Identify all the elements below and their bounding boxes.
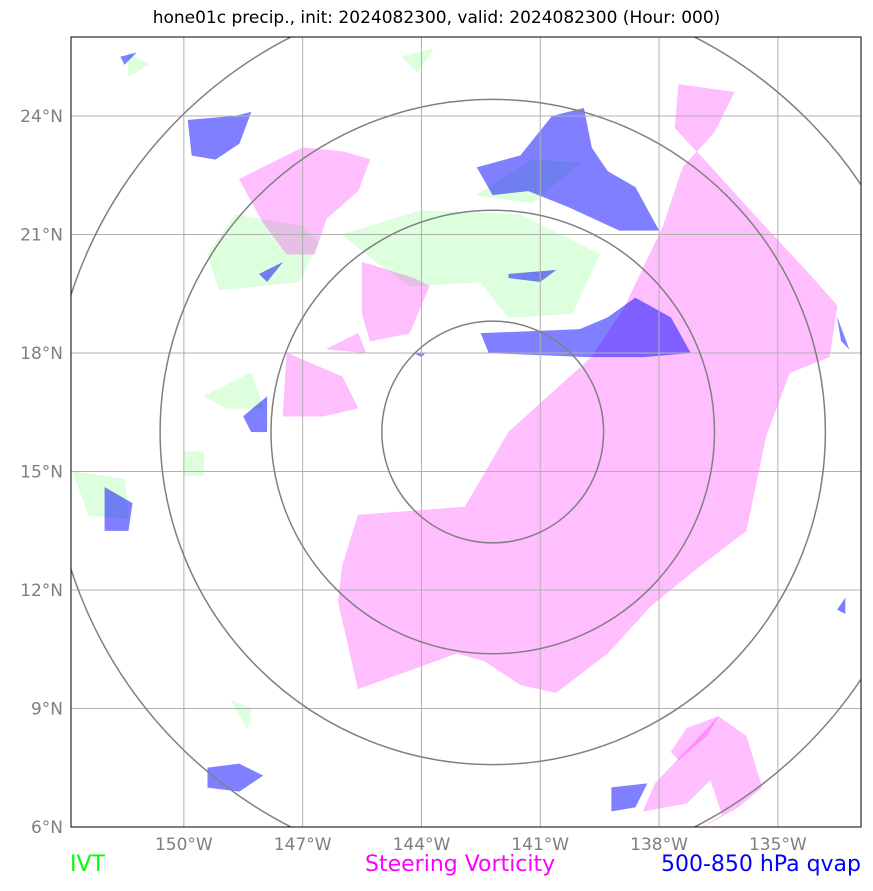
y-tick-label: 6°N: [31, 818, 63, 838]
y-ticks: 24°N 21°N 18°N 15°N 12°N 9°N 6°N: [20, 107, 63, 838]
range-ring-2: [159, 98, 827, 766]
field-steering-vorticity-6: [670, 715, 719, 761]
field-ivt-7: [128, 52, 149, 77]
field-500-850-hpa-qvap-0: [476, 107, 660, 231]
legend-ivt: IVT: [70, 852, 105, 877]
plot-frame: [70, 36, 862, 828]
field-500-850-hpa-qvap-1: [187, 111, 252, 160]
chart-title: hone01c precip., init: 2024082300, valid…: [152, 8, 721, 28]
field-ivt-3: [203, 372, 264, 409]
field-500-850-hpa-qvap-10: [836, 597, 846, 615]
field-steering-vorticity-5: [642, 716, 763, 827]
field-steering-vorticity-3: [361, 261, 430, 342]
field-steering-vorticity-1: [238, 147, 371, 255]
field-steering-vorticity-2: [282, 352, 359, 417]
field-500-850-hpa-qvap-9: [836, 317, 850, 350]
legend-qvap: 500-850 hPa qvap: [660, 852, 861, 877]
lat-lon-grid: [71, 37, 861, 827]
range-ring-1: [270, 209, 716, 655]
x-tick-label: 138°W: [630, 835, 688, 855]
field-steering-vorticity-0: [338, 84, 838, 693]
field-500-850-hpa-qvap-4: [480, 297, 692, 358]
field-500-850-hpa-qvap-5: [242, 395, 268, 433]
legend-steering-vorticity: Steering Vorticity: [365, 852, 556, 877]
y-tick-label: 24°N: [20, 107, 63, 127]
range-rings: [71, 37, 861, 827]
field-ivt-6: [401, 48, 434, 73]
field-500-850-hpa-qvap-6: [104, 486, 133, 532]
field-500-850-hpa-qvap-7: [207, 763, 264, 792]
y-tick-label: 12°N: [20, 581, 63, 601]
field-500-850-hpa-qvap-8: [611, 783, 648, 812]
range-ring-0: [381, 320, 605, 544]
x-ticks: 150°W 147°W 144°W 141°W 138°W 135°W: [155, 835, 807, 855]
y-tick-label: 9°N: [31, 700, 63, 720]
x-tick-label: 144°W: [393, 835, 451, 855]
x-tick-label: 141°W: [511, 835, 569, 855]
field-steering-vorticity-4: [325, 332, 367, 354]
x-tick-label: 150°W: [155, 835, 213, 855]
precip-fields: [72, 48, 850, 827]
x-tick-label: 135°W: [749, 835, 807, 855]
field-500-850-hpa-qvap-12: [120, 52, 138, 66]
field-500-850-hpa-qvap-2: [258, 261, 284, 283]
x-tick-label: 147°W: [274, 835, 332, 855]
field-ivt-8: [230, 700, 252, 730]
y-tick-label: 21°N: [20, 226, 63, 246]
y-tick-label: 15°N: [20, 463, 63, 483]
y-tick-label: 18°N: [20, 344, 63, 364]
